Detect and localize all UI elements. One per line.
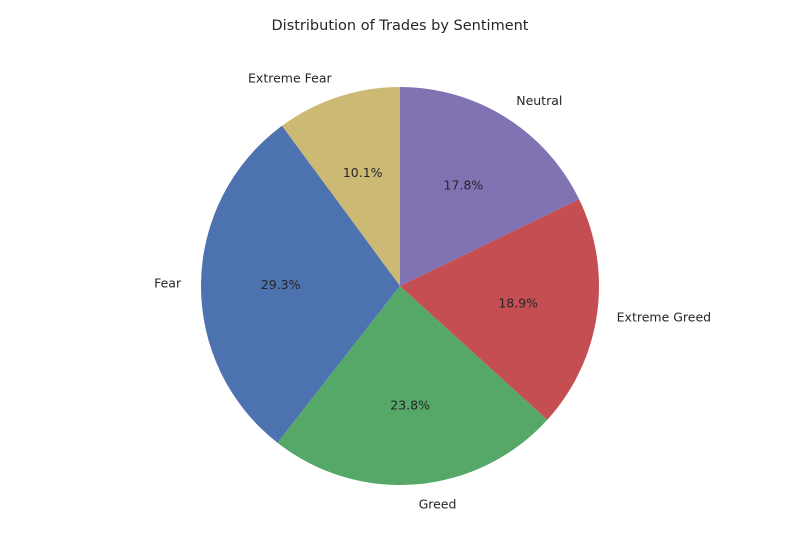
pct-label-extreme-greed: 18.9% (498, 296, 538, 311)
slice-label-extreme-greed: Extreme Greed (617, 310, 711, 325)
pct-label-extreme-fear: 10.1% (343, 165, 383, 180)
slice-label-greed: Greed (419, 497, 457, 512)
slice-label-neutral: Neutral (516, 93, 562, 108)
slice-label-extreme-fear: Extreme Fear (248, 71, 332, 86)
chart-title: Distribution of Trades by Sentiment (272, 18, 529, 34)
pct-label-fear: 29.3% (261, 277, 301, 292)
slice-label-fear: Fear (154, 275, 182, 290)
pct-label-greed: 23.8% (390, 397, 430, 412)
pct-label-neutral: 17.8% (444, 177, 484, 192)
